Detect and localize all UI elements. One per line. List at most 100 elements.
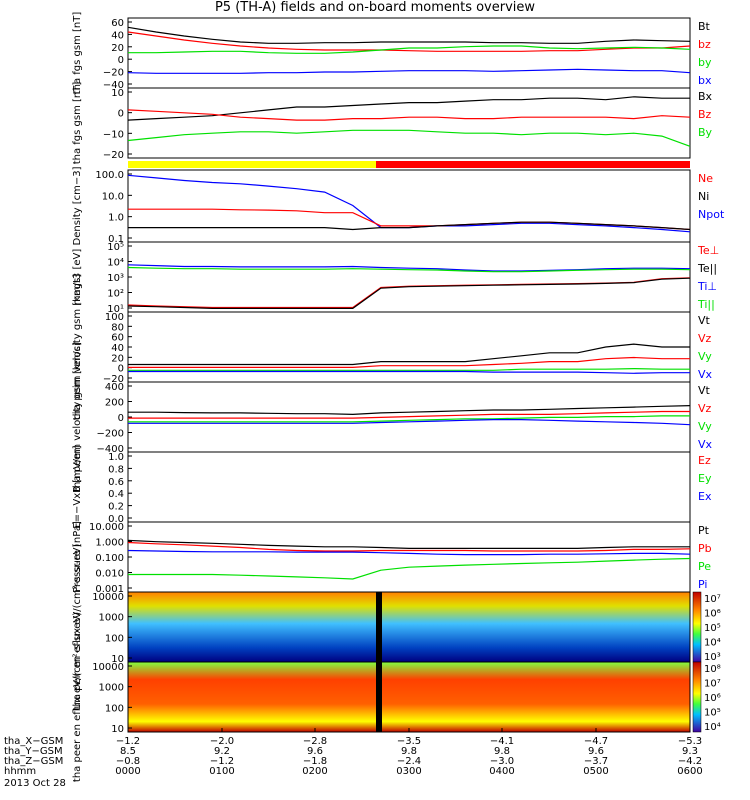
y-tick-label: 0 [118, 413, 124, 424]
series-line-ti [127, 266, 691, 273]
x-axis-value: 0100 [209, 766, 234, 777]
legend-entry: Vt [698, 314, 711, 327]
x-axis-row-label: hhmm [4, 766, 36, 777]
x-axis-value: −1.2 [210, 756, 234, 767]
data-gap [376, 662, 382, 732]
y-tick-label: 10.000 [89, 522, 124, 533]
y-tick-label: 10⁵ [107, 242, 124, 253]
panel-8 [127, 521, 691, 593]
x-axis-value: 9.3 [682, 746, 698, 757]
y-tick-label: 10000 [92, 662, 124, 673]
colorbar-tick-label: 10⁶ [704, 693, 721, 704]
legend-entry: Ex [698, 490, 712, 503]
y-tick-label: 10 [111, 724, 124, 735]
legend-entry: Pb [698, 542, 712, 555]
colorbar-tick-label: 10³ [704, 652, 721, 663]
y-tick-label: −20 [103, 374, 124, 385]
series-line-vz [128, 410, 690, 419]
y-tick-label: 40 [111, 30, 124, 41]
y-tick-label: 0 [118, 55, 124, 66]
legend-entry: Ez [698, 454, 711, 467]
legend-entry: Vx [698, 368, 713, 381]
y-tick-label: 0.1 [108, 234, 124, 245]
data-gap [376, 592, 382, 662]
legend-entry: Vz [698, 402, 712, 415]
spectrogram-area [128, 592, 690, 662]
legend-entry: Pi [698, 578, 707, 591]
x-axis-value: −4.2 [678, 756, 702, 767]
y-tick-label: 0 [118, 109, 124, 120]
y-tick-label: 60 [111, 18, 124, 29]
series-line-pt [127, 539, 690, 550]
legend-entry: Bx [698, 90, 713, 103]
x-axis-value: −3.5 [397, 736, 421, 747]
y-tick-label: −400 [97, 444, 124, 455]
y-axis-label: tha peir en eflux eV/(cm²-s-sr-eV) [72, 543, 83, 710]
series-line-bx [127, 68, 691, 74]
x-axis-value: 0400 [489, 766, 514, 777]
panel-2 [127, 87, 691, 159]
x-axis-value: −2.0 [210, 736, 234, 747]
legend-entry: By [698, 126, 713, 139]
y-tick-label: 0 [118, 364, 124, 375]
x-axis-value: −1.2 [116, 736, 140, 747]
legend-entry: Bt [698, 20, 711, 33]
y-tick-label: 0.2 [108, 502, 124, 513]
y-tick-label: 100 [105, 312, 124, 323]
series-line-vt [128, 343, 690, 366]
x-axis-value: 9.8 [401, 746, 417, 757]
legend-entry: Te⊥ [697, 244, 719, 257]
y-axis-label: tha peer en eflux eV/(cm²-s-sr-eV) [72, 612, 83, 782]
series-line-vx [128, 419, 691, 426]
y-tick-label: 1.0 [108, 213, 124, 224]
colorbar-tick-label: 10⁵ [704, 708, 721, 719]
x-axis-value: −1.8 [303, 756, 327, 767]
y-tick-label: 1000 [99, 683, 124, 694]
x-axis-value: −3.7 [584, 756, 608, 767]
y-tick-label: 10³ [107, 273, 124, 284]
panel-9 [127, 591, 702, 663]
y-axis-label: tha fgs gsm [nT] [72, 82, 83, 165]
y-tick-label: −20 [103, 150, 124, 161]
y-axis-label: magt3 [eV] [72, 249, 83, 306]
y-tick-label: 60 [111, 333, 124, 344]
y-tick-label: −200 [97, 429, 124, 440]
series-line-te [127, 277, 691, 309]
y-axis-label: Density [cm−3] [72, 166, 83, 245]
series-line-vt [128, 405, 691, 416]
legend-entry: bz [698, 38, 711, 51]
date-label: 2013 Oct 28 [4, 778, 66, 789]
y-tick-label: −20 [103, 68, 124, 79]
x-axis-row-label: tha_Z−GSM [4, 756, 63, 767]
panel-6 [127, 381, 691, 453]
x-axis-value: −0.8 [116, 756, 140, 767]
legend-entry: Pe [698, 560, 711, 573]
y-tick-label: −40 [103, 80, 124, 91]
x-axis-value: −4.1 [490, 736, 514, 747]
y-tick-label: 400 [105, 382, 124, 393]
panel-frame [127, 451, 691, 523]
y-tick-label: 0.100 [95, 553, 124, 564]
x-axis-value: 9.6 [307, 746, 323, 757]
y-tick-label: 0.6 [108, 477, 124, 488]
legend-entry: Ti⊥ [697, 280, 717, 293]
y-axis-label: Pressure [nPa] [72, 521, 83, 593]
y-tick-label: 100 [105, 633, 124, 644]
y-tick-label: 80 [111, 322, 124, 333]
legend-entry: by [698, 56, 712, 69]
legend-entry: Ey [698, 472, 712, 485]
colorbar-tick-label: 10⁷ [704, 679, 721, 690]
spectrogram-area [128, 662, 690, 732]
x-axis-value: 0300 [396, 766, 421, 777]
y-tick-label: 20 [111, 43, 124, 54]
y-tick-label: 10 [111, 654, 124, 665]
chart-title: P5 (TH-A) fields and on-board moments ov… [214, 0, 536, 15]
mode-bar-red [376, 161, 690, 168]
y-tick-label: 1.000 [95, 538, 124, 549]
legend-entry: Ni [698, 190, 709, 203]
series-line-ti [127, 264, 691, 272]
panel-frame [127, 521, 691, 593]
panel-5 [127, 311, 691, 383]
legend-entry: Pt [698, 524, 710, 537]
